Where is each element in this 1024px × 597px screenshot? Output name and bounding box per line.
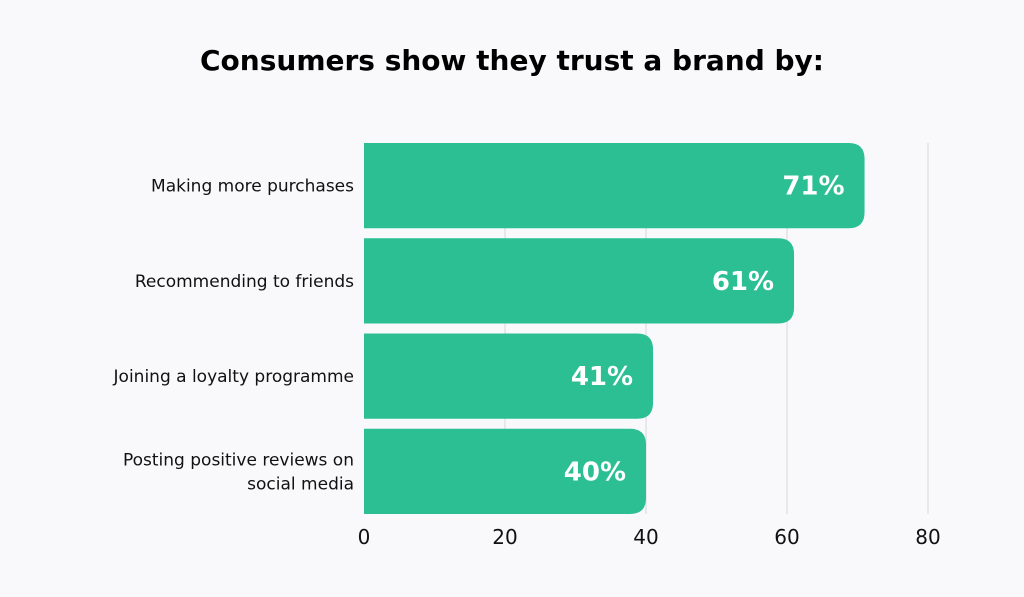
category-label: Posting positive reviews on — [123, 450, 354, 470]
x-tick-label: 60 — [774, 525, 799, 549]
category-label: Joining a loyalty programme — [113, 367, 354, 387]
bar — [364, 143, 865, 229]
category-label: Making more purchases — [151, 177, 354, 197]
bar-data-label: 61% — [712, 267, 774, 297]
bar — [364, 428, 646, 514]
bar-data-label: 41% — [571, 362, 633, 392]
x-tick-label: 20 — [492, 525, 517, 549]
bar-data-label: 40% — [564, 457, 626, 487]
bar — [364, 238, 795, 324]
bar — [364, 333, 654, 419]
x-tick-label: 0 — [358, 525, 371, 549]
x-tick-label: 80 — [915, 525, 940, 549]
chart-title: Consumers show they trust a brand by: — [200, 44, 824, 77]
bar-data-label: 71% — [782, 172, 844, 202]
category-label: social media — [247, 474, 354, 494]
category-label: Recommending to friends — [135, 272, 354, 292]
x-tick-label: 40 — [633, 525, 658, 549]
